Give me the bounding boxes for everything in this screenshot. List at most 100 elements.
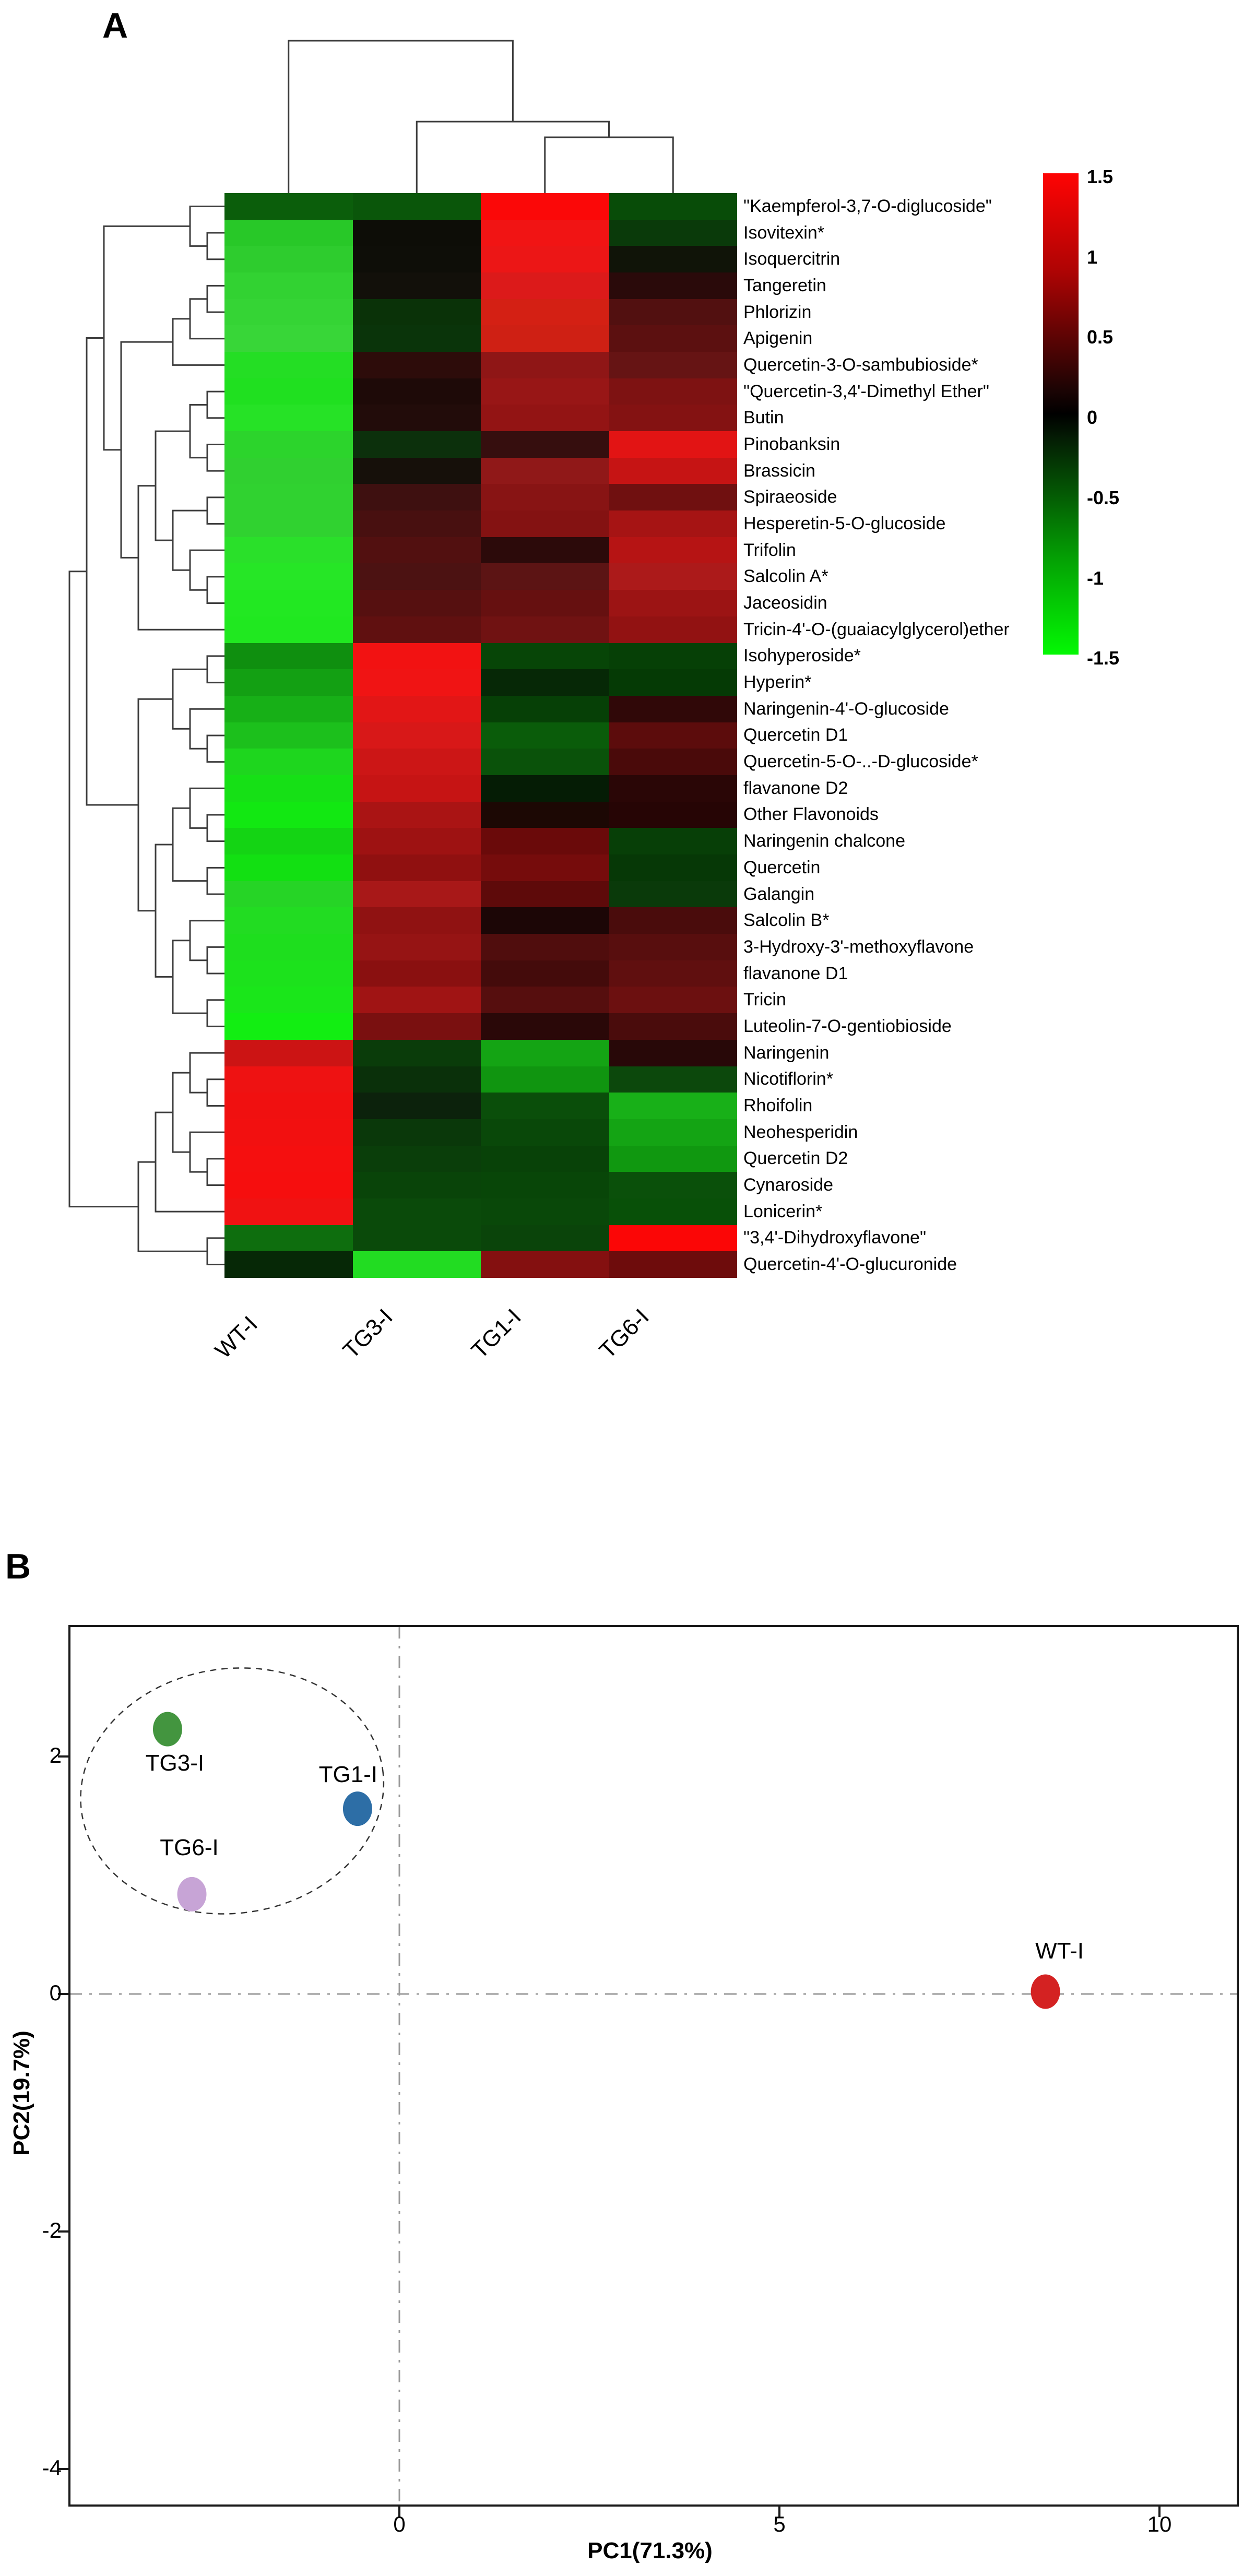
data-point-tg6-i	[177, 1877, 207, 1912]
heatmap-cell	[481, 854, 609, 881]
heatmap-cell	[481, 1013, 609, 1040]
heatmap-cell	[481, 352, 609, 378]
heatmap-cell	[609, 1172, 737, 1198]
row-label: Tangeretin	[743, 275, 826, 295]
row-label: Salcolin A*	[743, 566, 828, 587]
heatmap-cell	[352, 854, 481, 881]
heatmap-cell	[352, 1119, 481, 1146]
heatmap-cell	[609, 749, 737, 775]
row-dendrogram	[68, 205, 224, 1266]
heatmap	[224, 193, 737, 1278]
heatmap-cell	[352, 801, 481, 828]
heatmap-cell	[224, 1251, 353, 1278]
heatmap-cell	[609, 352, 737, 378]
heatmap-cell	[352, 907, 481, 934]
heatmap-cell	[224, 219, 353, 246]
row-label: Isoquercitrin	[743, 249, 840, 269]
heatmap-cell	[352, 669, 481, 696]
panel-a-label: A	[102, 6, 128, 45]
heatmap-cell	[224, 907, 353, 934]
heatmap-cell	[224, 616, 353, 643]
heatmap-cell	[224, 1198, 353, 1225]
heatmap-cell	[352, 828, 481, 854]
colorbar	[1043, 173, 1079, 655]
cluster-ellipse-outline	[80, 1667, 385, 1915]
row-label: Naringenin-4'-O-glucoside	[743, 698, 949, 719]
colorbar-tick-label: -1	[1087, 567, 1104, 589]
heatmap-cell	[352, 299, 481, 326]
heatmap-cell	[481, 1251, 609, 1278]
heatmap-cell	[224, 484, 353, 511]
heatmap-cell	[224, 431, 353, 458]
colorbar-tick-label: -1.5	[1087, 647, 1120, 669]
heatmap-cell	[481, 1172, 609, 1198]
heatmap-cell	[609, 1225, 737, 1252]
x-tick-label: 10	[1147, 2512, 1172, 2536]
heatmap-cell	[609, 1066, 737, 1093]
heatmap-cell	[224, 1172, 353, 1198]
heatmap-cell	[609, 405, 737, 432]
heatmap-cell	[481, 378, 609, 405]
heatmap-cell	[352, 695, 481, 722]
heatmap-cell	[609, 987, 737, 1014]
pca-plot	[58, 1625, 1239, 2517]
heatmap-cell	[609, 193, 737, 220]
heatmap-cell	[481, 405, 609, 432]
heatmap-cell	[609, 246, 737, 273]
heatmap-cell	[481, 669, 609, 696]
heatmap-cell	[481, 193, 609, 220]
heatmap-cell	[224, 1013, 353, 1040]
heatmap-cell	[352, 563, 481, 590]
heatmap-cell	[224, 1225, 353, 1252]
heatmap-cell	[609, 801, 737, 828]
row-label: Quercetin-3-O-sambubioside*	[743, 354, 978, 375]
point-label-tg1-i: TG1-I	[318, 1762, 378, 1788]
heatmap-cell	[224, 881, 353, 908]
heatmap-cell	[481, 537, 609, 564]
heatmap-cell	[609, 828, 737, 854]
heatmap-cell	[224, 669, 353, 696]
heatmap-cell	[481, 325, 609, 352]
heatmap-cell	[609, 775, 737, 802]
point-label-wt-i: WT-I	[1035, 1938, 1084, 1964]
colorbar-tick-label: 1	[1087, 246, 1098, 268]
heatmap-cell	[352, 378, 481, 405]
row-label: Quercetin D1	[743, 725, 848, 745]
colorbar-tick-label: 1.5	[1087, 166, 1114, 187]
heatmap-cell	[481, 907, 609, 934]
row-label: Tricin-4'-O-(guaiacylglycerol)ether	[743, 619, 1010, 639]
heatmap-cell	[609, 272, 737, 299]
colorbar-tick-label: 0	[1087, 407, 1098, 429]
heatmap-cell	[224, 695, 353, 722]
heatmap-cell	[609, 299, 737, 326]
heatmap-cell	[481, 431, 609, 458]
row-label: Neohesperidin	[743, 1122, 858, 1142]
row-label: Galangin	[743, 884, 815, 904]
heatmap-cell	[224, 854, 353, 881]
row-label: Tricin	[743, 990, 786, 1010]
row-label: Cynaroside	[743, 1174, 833, 1195]
pca-points	[152, 1712, 1060, 2009]
heatmap-cell	[481, 775, 609, 802]
heatmap-cell	[224, 193, 353, 220]
heatmap-cell	[224, 1066, 353, 1093]
row-label: Lonicerin*	[743, 1201, 823, 1221]
heatmap-cell	[352, 616, 481, 643]
heatmap-cell	[352, 1145, 481, 1172]
heatmap-cell	[224, 590, 353, 616]
heatmap-cell	[481, 749, 609, 775]
heatmap-cell	[224, 987, 353, 1014]
heatmap-cell	[352, 537, 481, 564]
row-label: Rhoifolin	[743, 1095, 813, 1115]
heatmap-cell	[609, 960, 737, 987]
y-tick-label: -2	[42, 2218, 62, 2242]
row-label: "Quercetin-3,4'-Dimethyl Ether"	[743, 381, 989, 401]
x-tick-label: 5	[773, 2512, 786, 2536]
heatmap-cell	[352, 1225, 481, 1252]
row-label: flavanone D1	[743, 963, 848, 983]
heatmap-cell	[352, 325, 481, 352]
heatmap-cell	[352, 643, 481, 670]
heatmap-cell	[609, 457, 737, 484]
heatmap-cell	[352, 1198, 481, 1225]
heatmap-cell	[609, 219, 737, 246]
